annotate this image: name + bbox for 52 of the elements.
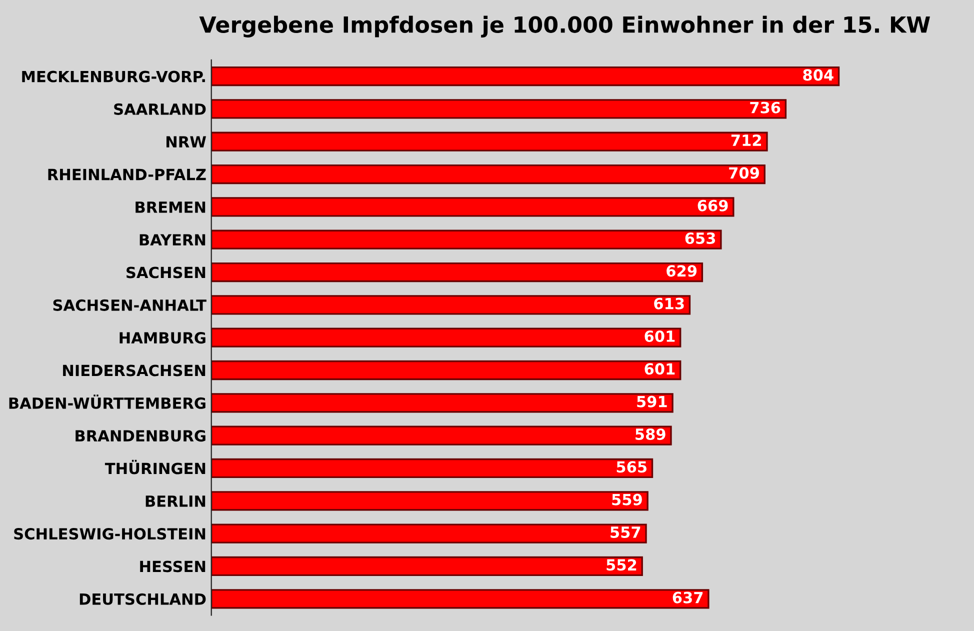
bar <box>211 132 768 152</box>
bar <box>211 491 648 511</box>
data-label: 589 <box>636 428 666 440</box>
data-label: 736 <box>750 102 780 114</box>
y-tick-label: THÜRINGEN <box>104 460 206 474</box>
bar <box>211 556 643 576</box>
data-label: 601 <box>644 330 675 342</box>
data-label: 637 <box>672 592 703 604</box>
y-tick-label: SCHLESWIG-HOLSTEIN <box>14 528 206 540</box>
y-tick-label: MECKLENBURG-VORP. <box>22 70 205 82</box>
bar <box>211 262 704 282</box>
bar <box>211 360 682 380</box>
bar <box>211 164 766 184</box>
bar <box>211 458 654 478</box>
y-tick-label: BERLIN <box>146 496 206 507</box>
bar <box>211 589 710 609</box>
y-tick-label: DEUTSCHLAND <box>80 593 206 605</box>
y-tick-label: SAARLAND <box>114 103 206 115</box>
y-tick-label: NIEDERSACHSEN <box>63 364 206 376</box>
data-label: 591 <box>637 396 667 408</box>
y-tick-label: BADEN-WÜRTTEMBERG <box>9 394 206 409</box>
data-label: 552 <box>606 559 636 571</box>
data-label: 557 <box>610 526 640 538</box>
data-label: 601 <box>644 363 675 375</box>
y-tick-label: NRW <box>166 136 206 148</box>
y-tick-label: SACHSEN <box>126 266 206 278</box>
data-label: 669 <box>698 200 728 212</box>
bar <box>211 230 722 250</box>
chart-title: Vergebene Impfdosen je 100.000 Einwohner in der 15. KW <box>199 16 930 38</box>
y-tick-label: HESSEN <box>140 560 206 572</box>
bar <box>211 99 787 119</box>
bar <box>211 197 734 217</box>
y-tick-label: BRANDENBURG <box>76 430 206 442</box>
bar <box>211 295 691 315</box>
data-label: 629 <box>666 265 697 277</box>
data-label: 653 <box>685 232 716 244</box>
y-tick-label: BREMEN <box>136 202 206 213</box>
y-tick-label: RHEINLAND-PFALZ <box>48 168 206 180</box>
data-label: 804 <box>803 69 834 81</box>
y-tick-label: HAMBURG <box>120 332 206 344</box>
bar <box>211 524 647 544</box>
y-tick-label: SACHSEN-ANHALT <box>53 299 206 311</box>
bar <box>211 393 674 413</box>
bar <box>211 426 672 446</box>
bar <box>211 66 840 86</box>
data-label: 613 <box>654 298 684 310</box>
data-label: 565 <box>616 461 647 473</box>
y-tick-label: BAYERN <box>140 234 206 246</box>
bar <box>211 328 682 348</box>
data-label: 709 <box>729 167 759 179</box>
data-label: 559 <box>612 494 642 506</box>
data-label: 712 <box>731 134 761 146</box>
